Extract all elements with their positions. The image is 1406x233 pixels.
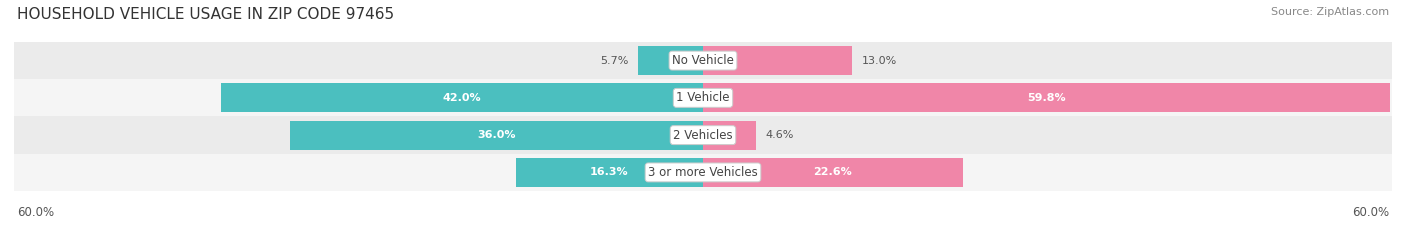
Bar <box>221 83 703 112</box>
Text: 1 Vehicle: 1 Vehicle <box>676 91 730 104</box>
Text: 2 Vehicles: 2 Vehicles <box>673 129 733 142</box>
Text: Source: ZipAtlas.com: Source: ZipAtlas.com <box>1271 7 1389 17</box>
Bar <box>14 42 1392 79</box>
Text: 16.3%: 16.3% <box>591 168 628 177</box>
Text: 4.6%: 4.6% <box>765 130 793 140</box>
Text: 22.6%: 22.6% <box>814 168 852 177</box>
Bar <box>703 158 963 187</box>
Text: 36.0%: 36.0% <box>477 130 516 140</box>
Bar <box>637 46 703 75</box>
Bar <box>703 83 1389 112</box>
Text: 3 or more Vehicles: 3 or more Vehicles <box>648 166 758 179</box>
Bar <box>703 46 852 75</box>
Bar <box>14 116 1392 154</box>
Text: 60.0%: 60.0% <box>1353 206 1389 219</box>
Bar <box>703 121 756 150</box>
Text: 13.0%: 13.0% <box>862 56 897 65</box>
Text: 59.8%: 59.8% <box>1026 93 1066 103</box>
Text: 42.0%: 42.0% <box>443 93 481 103</box>
Text: 5.7%: 5.7% <box>600 56 628 65</box>
Bar <box>14 154 1392 191</box>
Bar <box>290 121 703 150</box>
Bar <box>516 158 703 187</box>
Text: 60.0%: 60.0% <box>17 206 53 219</box>
Text: HOUSEHOLD VEHICLE USAGE IN ZIP CODE 97465: HOUSEHOLD VEHICLE USAGE IN ZIP CODE 9746… <box>17 7 394 22</box>
Text: No Vehicle: No Vehicle <box>672 54 734 67</box>
Bar <box>14 79 1392 116</box>
